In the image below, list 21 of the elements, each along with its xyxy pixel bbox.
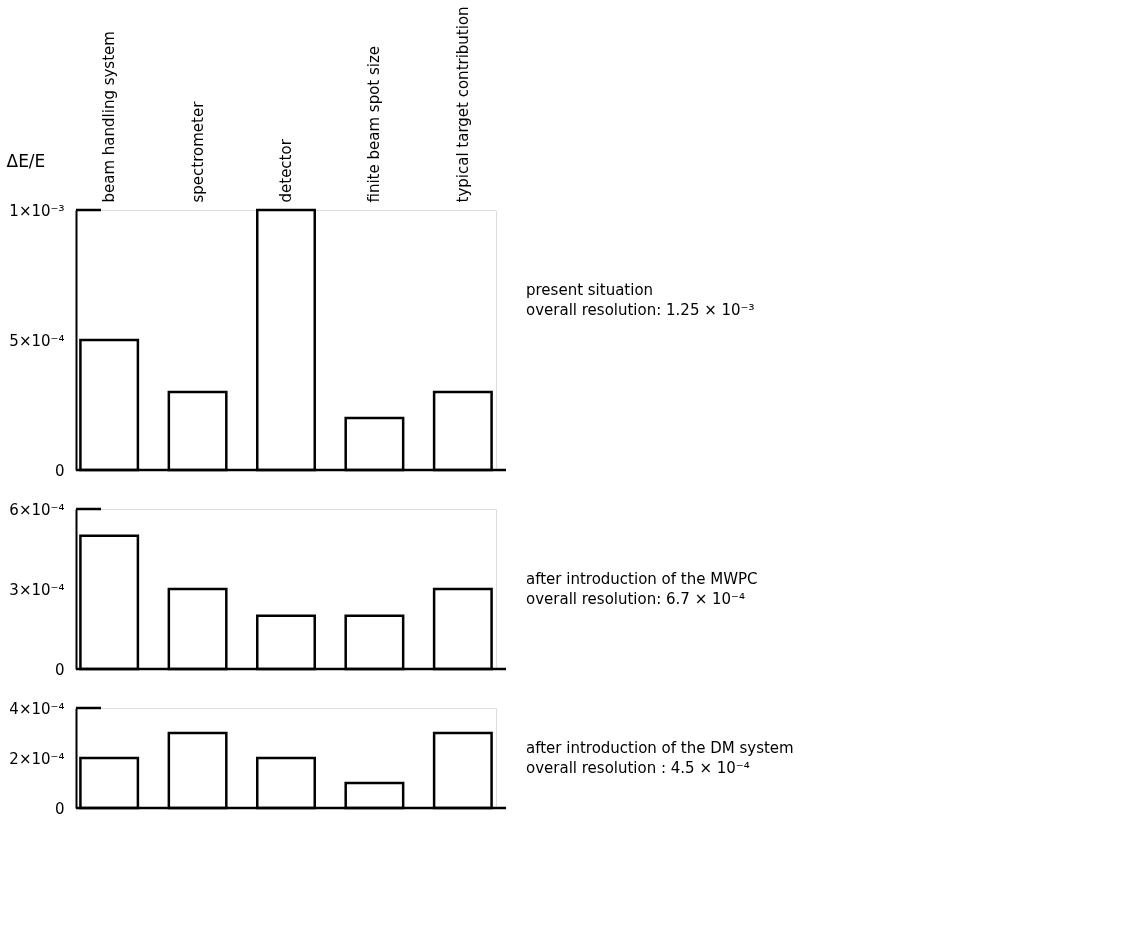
y-tick-label: 4×10⁻⁴: [9, 699, 65, 718]
x-tick-label: detector: [277, 138, 295, 203]
y-tick-label: 2×10⁻⁴: [9, 749, 65, 768]
y-tick-label: 1×10⁻³: [9, 201, 65, 220]
x-tick-label: beam handling system: [100, 31, 119, 203]
x-tick-label: finite beam spot size: [365, 45, 384, 203]
y-tick-label: 0: [54, 461, 65, 480]
text: present situation: [526, 281, 654, 299]
y-tick-label: 0: [54, 660, 65, 679]
text: after introduction of the MWPC: [526, 570, 758, 588]
text: overall resolution: 6.7 × 10⁻⁴: [526, 590, 746, 608]
text: overall resolution: 1.25 × 10⁻³: [526, 301, 755, 319]
y-tick-label: 0: [54, 799, 65, 818]
y-tick-label: 6×10⁻⁴: [9, 500, 65, 519]
y-axis-title: ΔE/E: [6, 150, 46, 171]
y-tick-label: 3×10⁻⁴: [9, 580, 65, 599]
text: overall resolution : 4.5 × 10⁻⁴: [526, 759, 750, 777]
y-tick-label: 5×10⁻⁴: [9, 331, 65, 350]
x-tick-label: typical target contribution: [453, 6, 472, 203]
text: after introduction of the DM system: [526, 739, 794, 757]
x-tick-label: spectrometer: [188, 100, 207, 203]
